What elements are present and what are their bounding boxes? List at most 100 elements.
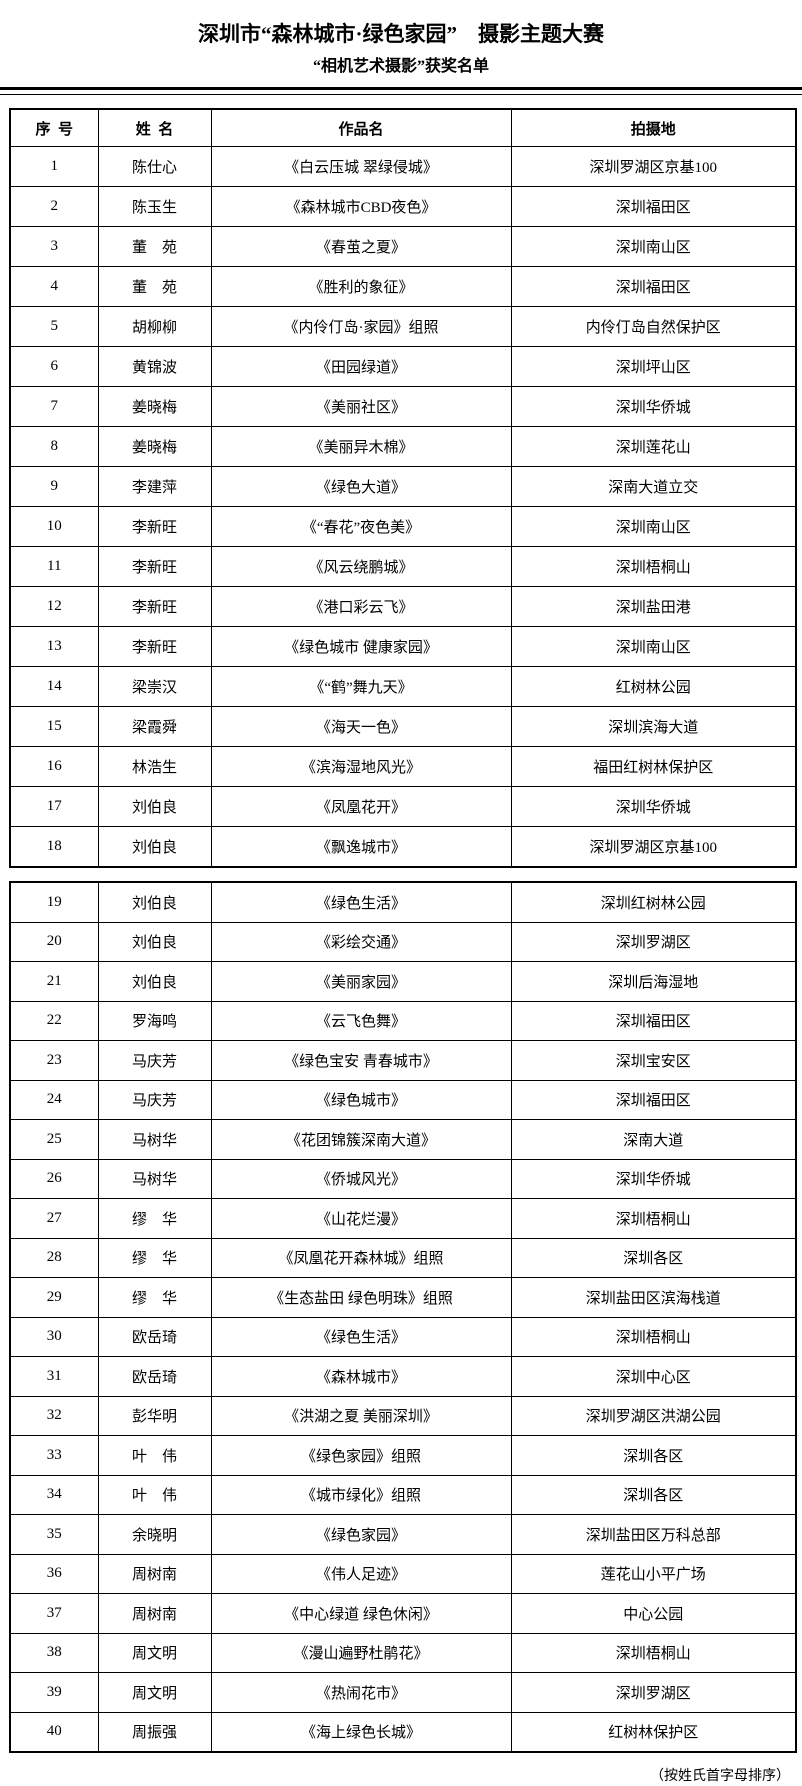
cell-work-title: 《凤凰花开森林城》组照 bbox=[210, 1237, 512, 1278]
cell-work-title: 《森林城市》 bbox=[210, 1356, 512, 1397]
cell-name: 李新旺 bbox=[97, 586, 212, 627]
cell-name: 周振强 bbox=[97, 1711, 212, 1753]
cell-location: 深圳盐田区滨海栈道 bbox=[510, 1277, 797, 1318]
cell-location: 深圳罗湖区京基100 bbox=[510, 826, 797, 868]
cell-location: 深圳华侨城 bbox=[510, 386, 797, 427]
cell-location: 深圳福田区 bbox=[510, 1000, 797, 1041]
cell-name: 陈玉生 bbox=[97, 186, 212, 227]
cell-name: 余晓明 bbox=[97, 1514, 212, 1555]
table-row: 18 刘伯良 《飘逸城市》 深圳罗湖区京基100 bbox=[9, 826, 797, 868]
cell-location: 深圳各区 bbox=[510, 1474, 797, 1515]
cell-work-title: 《胜利的象征》 bbox=[210, 266, 512, 307]
table-row: 40 周振强 《海上绿色长城》 红树林保护区 bbox=[9, 1711, 797, 1753]
col-header-location: 拍摄地 bbox=[510, 108, 797, 147]
table-row: 28 缪 华《凤凰花开森林城》组照 深圳各区 bbox=[9, 1237, 797, 1278]
table-body-page-1: 1 陈仕心 《白云压城 翠绿侵城》 深圳罗湖区京基100 2 陈玉生 《森林城市CBD夜色》… bbox=[9, 146, 797, 868]
cell-name: 欧岳琦 bbox=[97, 1316, 212, 1357]
cell-serial: 25 bbox=[9, 1119, 99, 1160]
cell-work-title: 《凤凰花开》 bbox=[210, 786, 512, 827]
cell-work-title: 《美丽社区》 bbox=[210, 386, 512, 427]
cell-work-title: 《“鹤”舞九天》 bbox=[210, 666, 512, 707]
cell-serial: 12 bbox=[9, 586, 99, 627]
cell-serial: 31 bbox=[9, 1356, 99, 1397]
cell-location: 深圳华侨城 bbox=[510, 786, 797, 827]
winners-table-part-2: 19 刘伯良 《绿色生活》 深圳红树林公园 20 刘伯良 《彩绘交通》 深圳罗湖区 21 刘伯良《… bbox=[9, 881, 797, 1753]
cell-name: 胡柳柳 bbox=[97, 306, 212, 347]
cell-name: 林浩生 bbox=[97, 746, 212, 787]
cell-serial: 35 bbox=[9, 1514, 99, 1555]
cell-location: 深圳梧桐山 bbox=[510, 546, 797, 587]
cell-serial: 11 bbox=[9, 546, 99, 587]
table-row: 11 李新旺 《风云绕鹏城》 深圳梧桐山 bbox=[9, 546, 797, 587]
cell-name: 刘伯良 bbox=[97, 826, 212, 868]
cell-location: 深圳中心区 bbox=[510, 1356, 797, 1397]
cell-work-title: 《绿色生活》 bbox=[210, 881, 512, 923]
table-row: 6 黄锦波 《田园绿道》 深圳坪山区 bbox=[9, 346, 797, 387]
cell-location: 深圳罗湖区 bbox=[510, 1672, 797, 1713]
table-row: 32 彭华明 《洪湖之夏 美丽深圳》 深圳罗湖区洪湖公园 bbox=[9, 1395, 797, 1436]
cell-name: 李新旺 bbox=[97, 506, 212, 547]
cell-work-title: 《花团锦簇深南大道》 bbox=[210, 1119, 512, 1160]
cell-name: 姜晓梅 bbox=[97, 426, 212, 467]
cell-name: 缪 华 bbox=[97, 1198, 212, 1239]
cell-name: 梁崇汉 bbox=[97, 666, 212, 707]
cell-serial: 13 bbox=[9, 626, 99, 667]
cell-work-title: 《伟人足迹》 bbox=[210, 1553, 512, 1594]
cell-serial: 27 bbox=[9, 1198, 99, 1239]
page-title: 深圳市“森林城市·绿色家园” 摄影主题大赛 bbox=[197, 22, 604, 46]
cell-serial: 40 bbox=[9, 1711, 99, 1753]
cell-serial: 1 bbox=[9, 146, 99, 187]
table-row: 10 李新旺 《“春花”夜色美》 深圳南山区 bbox=[9, 506, 797, 547]
cell-location: 深圳梧桐山 bbox=[510, 1316, 797, 1357]
cell-location: 深圳罗湖区京基100 bbox=[510, 146, 797, 187]
cell-work-title: 《云飞色舞》 bbox=[210, 1000, 512, 1041]
cell-name: 马树华 bbox=[97, 1119, 212, 1160]
table-row: 35 余晓明 《绿色家园》 深圳盐田区万科总部 bbox=[9, 1514, 797, 1555]
col-header-name: 姓 名 bbox=[97, 108, 212, 147]
cell-name: 陈仕心 bbox=[97, 146, 212, 187]
table-row: 22 罗海鸣 《云飞色舞》 深圳福田区 bbox=[9, 1000, 797, 1041]
cell-location: 深圳罗湖区洪湖公园 bbox=[510, 1395, 797, 1436]
cell-name: 刘伯良 bbox=[97, 786, 212, 827]
cell-work-title: 《“春花”夜色美》 bbox=[210, 506, 512, 547]
cell-name: 欧岳琦 bbox=[97, 1356, 212, 1397]
cell-name: 李新旺 bbox=[97, 546, 212, 587]
table-row: 21 刘伯良 《美丽家园》 深圳后海湿地 bbox=[9, 961, 797, 1002]
cell-name: 董 苑 bbox=[97, 226, 212, 267]
table-row: 16 林浩生 《滨海湿地风光》 福田红树林保护区 bbox=[9, 746, 797, 787]
cell-name: 周树南 bbox=[97, 1593, 212, 1634]
cell-name: 马庆芳 bbox=[97, 1040, 212, 1081]
col-header-serial: 序 号 bbox=[9, 108, 99, 147]
cell-work-title: 《森林城市CBD夜色》 bbox=[210, 186, 512, 227]
cell-work-title: 《内伶仃岛·家园》组照 bbox=[210, 306, 512, 347]
cell-serial: 20 bbox=[9, 921, 99, 962]
cell-work-title: 《白云压城 翠绿侵城》 bbox=[210, 146, 512, 187]
cell-work-title: 《风云绕鹏城》 bbox=[210, 546, 512, 587]
cell-serial: 29 bbox=[9, 1277, 99, 1318]
cell-name: 叶 伟 bbox=[97, 1474, 212, 1515]
cell-work-title: 《绿色家园》组照 bbox=[210, 1435, 512, 1476]
cell-serial: 39 bbox=[9, 1672, 99, 1713]
cell-name: 马庆芳 bbox=[97, 1079, 212, 1120]
cell-work-title: 《山花烂漫》 bbox=[210, 1198, 512, 1239]
cell-serial: 22 bbox=[9, 1000, 99, 1041]
cell-work-title: 《美丽家园》 bbox=[210, 961, 512, 1002]
cell-location: 深圳梧桐山 bbox=[510, 1198, 797, 1239]
double-rule-divider bbox=[0, 87, 802, 95]
cell-serial: 21 bbox=[9, 961, 99, 1002]
cell-name: 刘伯良 bbox=[97, 881, 212, 923]
cell-name: 罗海鸣 bbox=[97, 1000, 212, 1041]
table-row: 36 周树南 《伟人足迹》 莲花山小平广场 bbox=[9, 1553, 797, 1594]
cell-location: 深圳福田区 bbox=[510, 1079, 797, 1120]
cell-work-title: 《绿色城市》 bbox=[210, 1079, 512, 1120]
table-row: 33 叶 伟《绿色家园》组照 深圳各区 bbox=[9, 1435, 797, 1476]
cell-location: 深圳坪山区 bbox=[510, 346, 797, 387]
cell-serial: 37 bbox=[9, 1593, 99, 1634]
table-row: 17 刘伯良 《凤凰花开》 深圳华侨城 bbox=[9, 786, 797, 827]
cell-work-title: 《港口彩云飞》 bbox=[210, 586, 512, 627]
cell-serial: 6 bbox=[9, 346, 99, 387]
table-row: 5 胡柳柳 《内伶仃岛·家园》组照 内伶仃岛自然保护区 bbox=[9, 306, 797, 347]
table-row: 7 姜晓梅 《美丽社区》 深圳华侨城 bbox=[9, 386, 797, 427]
cell-serial: 15 bbox=[9, 706, 99, 747]
